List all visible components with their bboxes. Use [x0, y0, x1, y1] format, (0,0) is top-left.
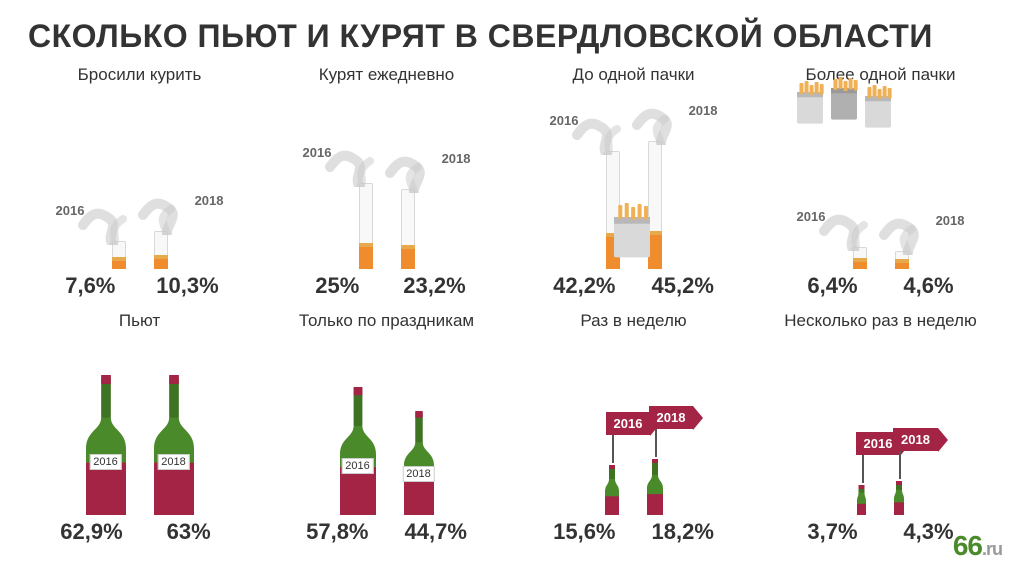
cell-title: Пьют	[119, 311, 160, 331]
logo-suffix: .ru	[982, 539, 1002, 559]
value-2016: 57,8%	[306, 519, 368, 545]
bottle-icon: 2016	[84, 375, 128, 515]
value-2018: 63%	[159, 519, 219, 545]
values-row: 62,9% 63%	[60, 519, 218, 545]
visual-bottles: 2016 2018	[28, 337, 251, 515]
value-2016: 62,9%	[60, 519, 122, 545]
value-2018: 23,2%	[403, 273, 465, 299]
visual-cigarettes: 2016 2018	[769, 91, 992, 269]
value-2016: 25%	[307, 273, 367, 299]
year-label: 2018	[402, 466, 434, 482]
cell-drinking-2: Раз в неделю 2016 2018 15	[522, 311, 745, 545]
cell-smoking-0: Бросили курить 2016 2018 7,6%	[28, 65, 251, 299]
bottle-icon: 2018	[892, 481, 906, 515]
visual-cigarettes: 2016 2018	[275, 91, 498, 269]
cigarette-pack-icon	[861, 85, 897, 129]
cigarette-icon: 2016	[853, 247, 867, 269]
year-label: 2018	[195, 193, 224, 208]
value-2016: 42,2%	[553, 273, 615, 299]
value-2016: 7,6%	[60, 273, 120, 299]
value-2018: 10,3%	[156, 273, 218, 299]
cell-title: До одной пачки	[572, 65, 694, 85]
cigarette-pack-icon	[610, 203, 656, 259]
logo-num: 66	[953, 530, 982, 561]
cell-smoking-3: Более одной пачки 2016 2018	[769, 65, 992, 299]
value-2018: 4,3%	[899, 519, 959, 545]
value-2016: 15,6%	[553, 519, 615, 545]
values-row: 7,6% 10,3%	[60, 273, 218, 299]
cell-title: Курят ежедневно	[319, 65, 455, 85]
year-label: 2016	[550, 113, 579, 128]
cigarette-pack-icon	[827, 77, 863, 121]
value-2018: 45,2%	[652, 273, 714, 299]
value-2016: 3,7%	[803, 519, 863, 545]
smoke-icon	[379, 139, 449, 193]
page-title: СКОЛЬКО ПЬЮТ И КУРЯТ В СВЕРДЛОВСКОЙ ОБЛА…	[28, 18, 992, 55]
smoke-icon	[132, 181, 202, 235]
year-label: 2018	[936, 213, 965, 228]
visual-bottles: 2016 2018	[769, 337, 992, 515]
cigarette-icon: 2016	[112, 241, 126, 269]
year-label: 2018	[157, 454, 189, 470]
values-row: 6,4% 4,6%	[803, 273, 959, 299]
values-row: 25% 23,2%	[307, 273, 465, 299]
year-label: 2016	[341, 458, 373, 474]
cigarette-icon: 2018	[401, 189, 415, 269]
bottle-icon: 2018	[402, 411, 436, 515]
cell-title: Только по праздникам	[299, 311, 474, 331]
visual-bottles: 2016 2018	[275, 337, 498, 515]
cell-title: Несколько раз в неделю	[784, 311, 976, 331]
value-2018: 44,7%	[405, 519, 467, 545]
year-label: 2018	[442, 151, 471, 166]
smoke-icon	[626, 91, 696, 145]
bottle-icon: 2018	[152, 375, 196, 515]
visual-bottles: 2016 2018	[522, 337, 745, 515]
values-row: 3,7% 4,3%	[803, 519, 959, 545]
cigarette-icon: 2018	[154, 231, 168, 269]
infographic-grid: Бросили курить 2016 2018 7,6%	[28, 65, 992, 545]
bottle-icon: 2018	[645, 459, 665, 515]
cell-smoking-1: Курят ежедневно 2016 2018 25%	[275, 65, 498, 299]
bottle-icon: 2016	[338, 387, 378, 515]
year-label: 2016	[797, 209, 826, 224]
values-row: 15,6% 18,2%	[553, 519, 714, 545]
values-row: 57,8% 44,7%	[306, 519, 467, 545]
site-logo: 66.ru	[953, 530, 1002, 562]
visual-cigarettes: 2016 2018	[522, 91, 745, 269]
year-flag: 2018	[893, 428, 938, 479]
year-flag: 2018	[649, 406, 694, 457]
bottle-icon: 2016	[603, 465, 621, 515]
year-flag: 2016	[606, 412, 651, 463]
bottle-icon: 2016	[855, 485, 868, 515]
smoke-icon	[873, 201, 943, 255]
year-label: 2018	[689, 103, 718, 118]
value-2016: 6,4%	[803, 273, 863, 299]
cell-drinking-0: Пьют 2016 2018 62,9% 63%	[28, 311, 251, 545]
visual-cigarettes: 2016 2018	[28, 91, 251, 269]
cigarette-pack-icon	[793, 81, 829, 125]
cell-drinking-1: Только по праздникам 2016 2018 57,8% 44,…	[275, 311, 498, 545]
cell-title: Раз в неделю	[580, 311, 686, 331]
values-row: 42,2% 45,2%	[553, 273, 714, 299]
year-label: 2016	[56, 203, 85, 218]
year-label: 2016	[89, 454, 121, 470]
cell-title: Бросили курить	[78, 65, 202, 85]
value-2018: 18,2%	[652, 519, 714, 545]
cigarette-icon: 2018	[895, 251, 909, 269]
cigarette-icon: 2016	[359, 183, 373, 269]
cell-smoking-2: До одной пачки 2016 2018	[522, 65, 745, 299]
cell-drinking-3: Несколько раз в неделю 2016 2018	[769, 311, 992, 545]
value-2018: 4,6%	[899, 273, 959, 299]
year-label: 2016	[303, 145, 332, 160]
